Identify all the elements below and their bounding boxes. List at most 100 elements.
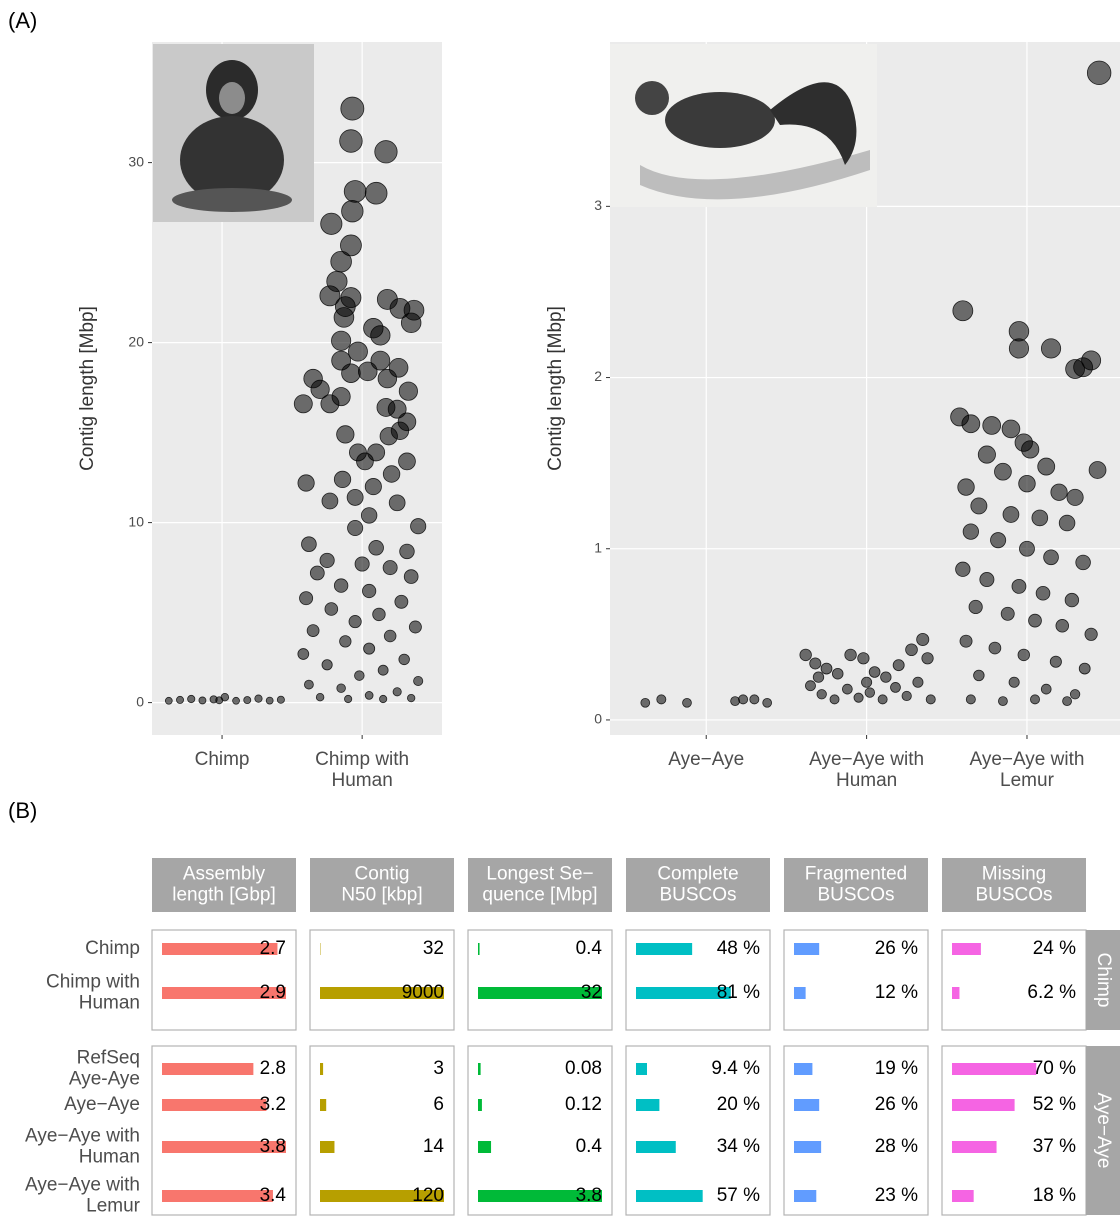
point bbox=[1089, 462, 1106, 479]
value-label: 70 % bbox=[1033, 1058, 1076, 1079]
value-label: 2.9 bbox=[260, 982, 286, 1003]
point bbox=[414, 676, 423, 685]
point bbox=[750, 695, 759, 704]
point bbox=[389, 495, 405, 511]
group-strip-label: Chimp bbox=[1093, 953, 1114, 1008]
point bbox=[641, 698, 650, 707]
point bbox=[364, 643, 375, 654]
point bbox=[893, 660, 904, 671]
column-header-label: Longest Se−quence [Mbp] bbox=[482, 864, 597, 906]
point bbox=[383, 561, 397, 575]
point bbox=[683, 698, 692, 707]
point bbox=[400, 544, 415, 559]
y-tick-label: 10 bbox=[128, 513, 144, 529]
point bbox=[922, 653, 933, 664]
point bbox=[1063, 697, 1072, 706]
value-label: 0.08 bbox=[565, 1058, 602, 1079]
point bbox=[266, 697, 273, 704]
point bbox=[383, 466, 400, 483]
bar bbox=[478, 1099, 482, 1111]
point bbox=[1036, 586, 1050, 600]
value-label: 18 % bbox=[1033, 1185, 1076, 1206]
y-tick-label: 0 bbox=[594, 711, 602, 727]
point bbox=[1041, 339, 1060, 358]
point bbox=[331, 331, 350, 350]
point bbox=[341, 97, 364, 120]
value-label: 3 bbox=[433, 1058, 444, 1079]
point bbox=[869, 667, 880, 678]
point bbox=[348, 520, 363, 535]
point bbox=[277, 696, 284, 703]
point bbox=[199, 697, 206, 704]
bar bbox=[952, 1099, 1015, 1111]
bar bbox=[636, 1063, 647, 1075]
point bbox=[349, 615, 361, 627]
point bbox=[800, 649, 812, 661]
value-label: 32 bbox=[423, 938, 444, 959]
point bbox=[1070, 690, 1080, 700]
point bbox=[971, 498, 987, 514]
point bbox=[980, 572, 994, 586]
point bbox=[832, 668, 843, 679]
value-label: 2.8 bbox=[260, 1058, 286, 1079]
panel-label: (A) bbox=[8, 8, 37, 33]
bar bbox=[952, 987, 959, 999]
x-tick-label: Aye−Aye withHuman bbox=[809, 749, 924, 791]
point bbox=[1041, 684, 1051, 694]
point bbox=[365, 478, 381, 494]
value-label: 0.4 bbox=[576, 938, 603, 959]
x-tick-label: Chimp withHuman bbox=[315, 749, 409, 791]
point bbox=[393, 688, 401, 696]
value-label: 37 % bbox=[1033, 1136, 1076, 1157]
bar bbox=[162, 1099, 266, 1111]
point bbox=[1012, 579, 1026, 593]
column-header-label: CompleteBUSCOs bbox=[657, 864, 738, 906]
point bbox=[657, 695, 666, 704]
point bbox=[1032, 510, 1048, 526]
figure: (A)0102030ChimpChimp withHumanContig len… bbox=[0, 0, 1120, 1217]
point bbox=[926, 695, 935, 704]
point bbox=[1029, 614, 1042, 627]
point bbox=[334, 579, 348, 593]
y-tick-label: 20 bbox=[128, 333, 144, 349]
y-tick-label: 2 bbox=[594, 368, 602, 384]
x-tick-label: Aye−Aye bbox=[668, 749, 744, 770]
point bbox=[304, 680, 313, 689]
point bbox=[1044, 550, 1059, 565]
value-label: 6.2 % bbox=[1027, 982, 1076, 1003]
point bbox=[1001, 607, 1014, 620]
point bbox=[395, 595, 408, 608]
point bbox=[300, 592, 313, 605]
point bbox=[361, 508, 377, 524]
row-label: Chimp bbox=[85, 938, 140, 959]
point bbox=[334, 471, 350, 487]
point bbox=[1087, 61, 1111, 85]
point bbox=[165, 697, 172, 704]
point bbox=[1009, 322, 1029, 342]
bar bbox=[320, 1099, 326, 1111]
y-tick-label: 30 bbox=[128, 153, 144, 169]
point bbox=[878, 695, 887, 704]
point bbox=[1050, 656, 1061, 667]
chimp-photo bbox=[153, 44, 314, 222]
value-label: 12 % bbox=[875, 982, 918, 1003]
point bbox=[763, 698, 772, 707]
value-label: 34 % bbox=[717, 1136, 760, 1157]
bar bbox=[794, 987, 806, 999]
point bbox=[810, 658, 821, 669]
point bbox=[337, 426, 354, 443]
bar bbox=[162, 1063, 253, 1075]
point bbox=[316, 693, 324, 701]
column-header-label: MissingBUSCOs bbox=[975, 864, 1052, 906]
point bbox=[378, 369, 397, 388]
point bbox=[917, 633, 929, 645]
point bbox=[342, 200, 364, 222]
bar bbox=[952, 1141, 997, 1153]
point bbox=[342, 364, 361, 383]
point bbox=[375, 141, 397, 163]
point bbox=[842, 684, 852, 694]
point bbox=[1065, 593, 1079, 607]
bar bbox=[794, 1190, 816, 1202]
y-tick-label: 0 bbox=[136, 693, 144, 709]
